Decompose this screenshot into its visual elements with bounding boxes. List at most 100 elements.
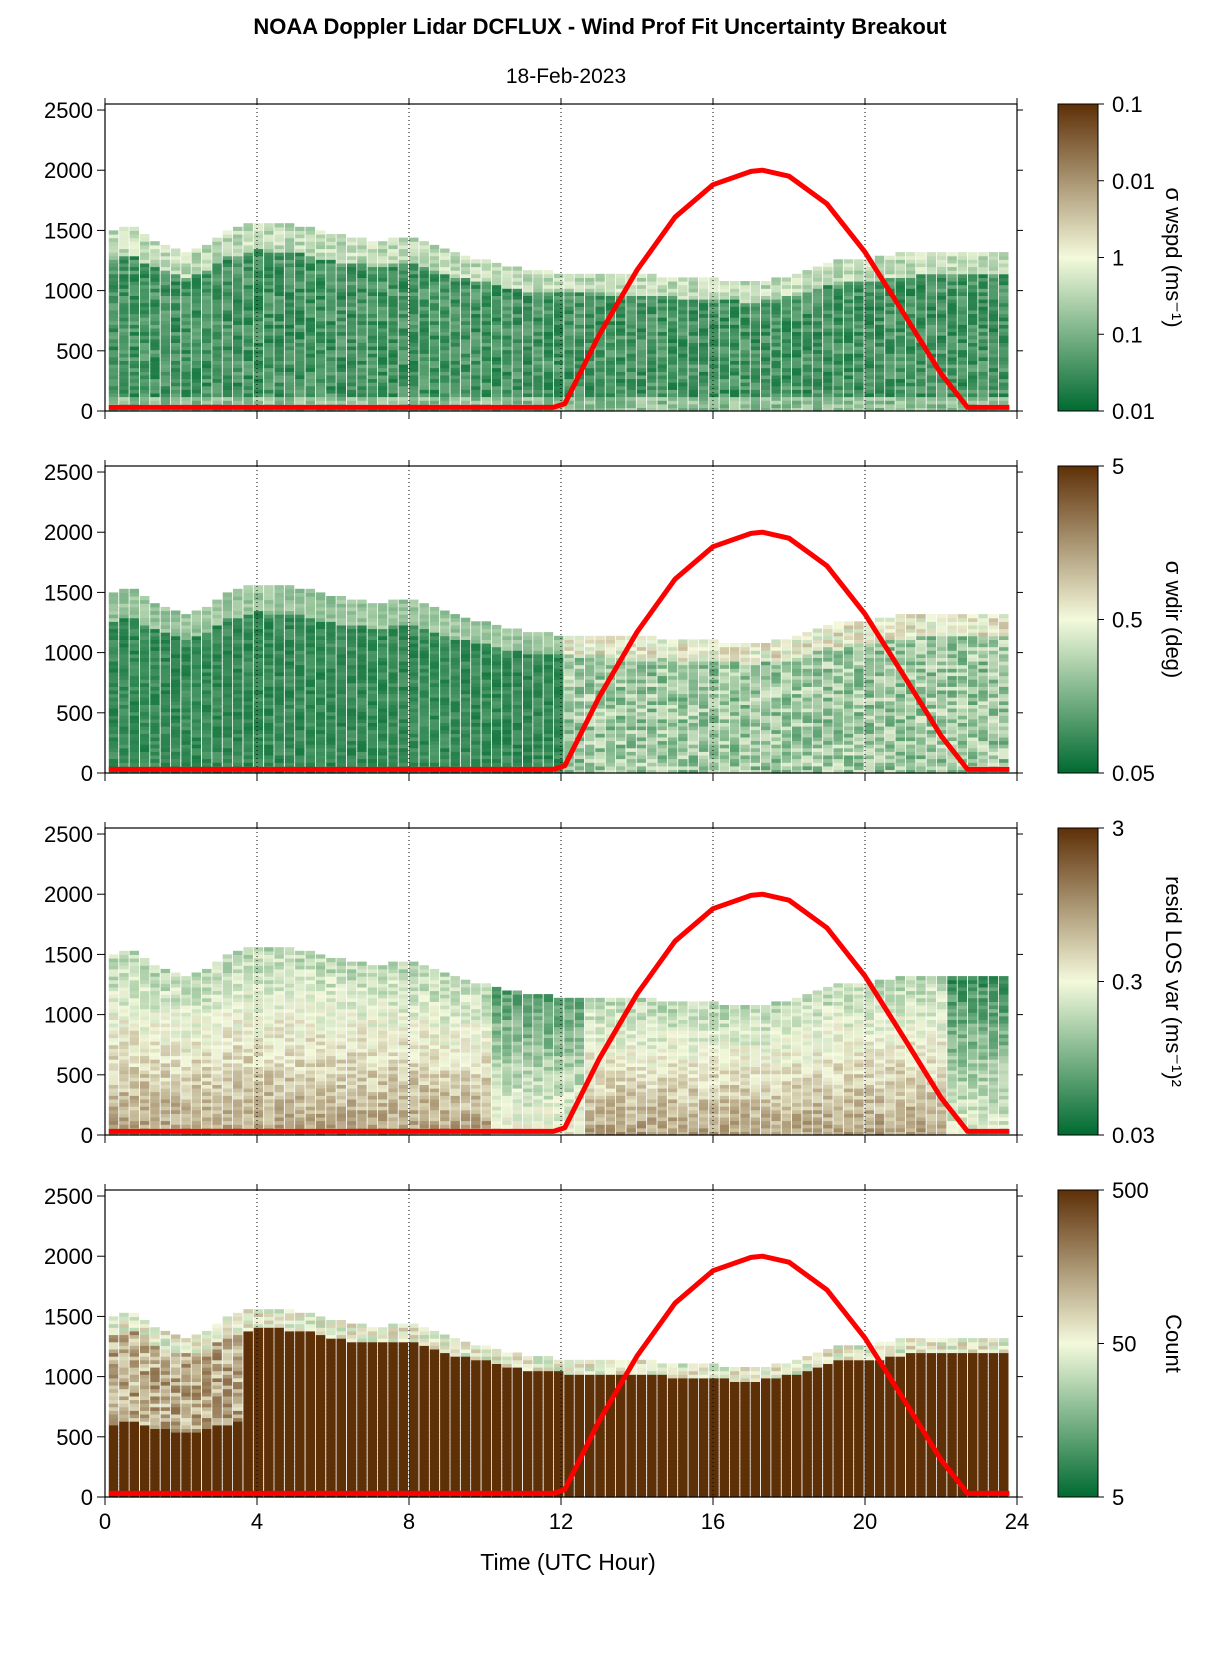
heatmap-cell xyxy=(108,378,119,383)
heatmap-cell xyxy=(812,266,823,271)
heatmap-cell xyxy=(450,302,460,307)
heatmap-cell xyxy=(564,342,574,347)
heatmap-cell xyxy=(895,335,905,340)
heatmap-cell xyxy=(440,364,450,369)
heatmap-cell xyxy=(346,736,357,742)
heatmap-cell xyxy=(440,353,450,358)
heatmap-cell xyxy=(108,270,119,275)
heatmap-cell xyxy=(968,266,978,271)
heatmap-cell xyxy=(108,317,119,322)
heatmap-cell xyxy=(264,733,274,738)
heatmap-cell xyxy=(419,346,429,351)
heatmap-cell xyxy=(357,353,367,358)
heatmap-cell xyxy=(502,288,512,293)
heatmap-cell xyxy=(574,302,585,307)
heatmap-cell xyxy=(709,306,719,311)
heatmap-cell xyxy=(108,244,119,250)
heatmap-cell xyxy=(522,277,533,282)
heatmap-cell xyxy=(854,320,864,325)
heatmap-cell xyxy=(129,733,139,738)
heatmap-cell xyxy=(284,291,295,296)
heatmap-cell xyxy=(367,320,378,325)
heatmap-cell xyxy=(315,266,326,271)
heatmap-cell xyxy=(968,367,978,372)
heatmap-cell xyxy=(481,360,491,365)
heatmap-cell xyxy=(388,364,398,369)
heatmap-cell xyxy=(284,385,295,390)
heatmap-cell xyxy=(274,346,284,351)
heatmap-cell xyxy=(202,733,212,738)
heatmap-cell xyxy=(471,291,481,296)
heatmap-cell xyxy=(647,385,657,390)
heatmap-cell xyxy=(895,277,905,282)
heatmap-cell xyxy=(326,234,336,239)
heatmap-cell xyxy=(377,400,388,405)
heatmap-cell xyxy=(398,295,409,300)
heatmap-cell xyxy=(792,335,802,340)
heatmap-cell xyxy=(191,718,202,723)
heatmap-cell xyxy=(895,291,905,296)
heatmap-cell xyxy=(533,400,543,405)
heatmap-cell xyxy=(709,331,719,336)
heatmap-cell xyxy=(947,349,957,354)
heatmap-cell xyxy=(119,230,129,235)
heatmap-cell xyxy=(885,364,895,369)
heatmap-cell xyxy=(916,403,926,408)
heatmap-cell xyxy=(243,733,253,738)
heatmap-cell xyxy=(895,262,905,268)
heatmap-cell xyxy=(367,295,378,300)
heatmap-cell xyxy=(709,281,719,286)
heatmap-cell xyxy=(326,639,336,644)
heatmap-cell xyxy=(233,309,243,315)
heatmap-cell xyxy=(170,327,181,333)
heatmap-cell xyxy=(553,389,564,394)
heatmap-cell xyxy=(978,324,988,329)
heatmap-cell xyxy=(377,252,388,257)
heatmap-cell xyxy=(284,671,295,677)
heatmap-cell xyxy=(761,331,771,336)
heatmap-cell xyxy=(346,277,357,282)
heatmap-cell xyxy=(284,711,295,716)
heatmap-cell xyxy=(119,682,129,687)
heatmap-cell xyxy=(843,364,854,369)
heatmap-cell xyxy=(678,378,688,383)
heatmap-cell xyxy=(243,740,253,745)
heatmap-cell xyxy=(315,653,326,658)
heatmap-cell xyxy=(864,266,874,271)
heatmap-cell xyxy=(305,754,315,760)
heatmap-cell xyxy=(481,259,491,264)
heatmap-cell xyxy=(709,403,719,408)
heatmap-cell xyxy=(233,617,243,622)
heatmap-cell xyxy=(409,364,419,369)
heatmap-cell xyxy=(202,715,212,720)
heatmap-cell xyxy=(139,324,150,329)
heatmap-cell xyxy=(212,367,222,372)
heatmap-cell xyxy=(243,320,253,325)
heatmap-cell xyxy=(833,364,843,369)
heatmap-cell xyxy=(170,255,181,260)
heatmap-cell xyxy=(688,331,698,336)
heatmap-cell xyxy=(357,356,367,361)
heatmap-cell xyxy=(812,378,823,383)
heatmap-cell xyxy=(761,400,771,405)
heatmap-cell xyxy=(202,302,212,307)
heatmap-cell xyxy=(357,313,367,318)
heatmap-cell xyxy=(491,353,502,358)
heatmap-cell xyxy=(988,277,999,282)
heatmap-cell xyxy=(936,392,947,398)
heatmap-cell xyxy=(119,628,129,633)
heatmap-cell xyxy=(781,346,792,351)
heatmap-cell xyxy=(160,700,171,705)
heatmap-cell xyxy=(667,317,678,322)
heatmap-cell xyxy=(626,349,636,354)
heatmap-cell xyxy=(667,302,678,307)
heatmap-cell xyxy=(170,650,181,655)
heatmap-cell xyxy=(212,708,222,713)
heatmap-cell xyxy=(595,356,605,361)
heatmap-cell xyxy=(533,342,543,347)
heatmap-cell xyxy=(636,309,647,315)
heatmap-cell xyxy=(812,389,823,394)
heatmap-cell xyxy=(119,378,129,383)
heatmap-cell xyxy=(947,277,957,282)
heatmap-cell xyxy=(833,335,843,340)
